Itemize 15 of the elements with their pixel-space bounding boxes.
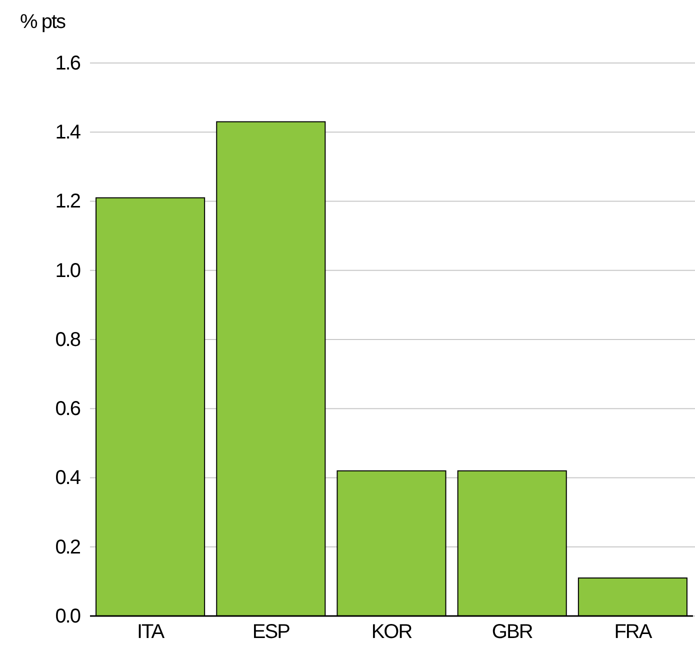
- y-tick-label: 0.6: [55, 398, 81, 420]
- y-tick-label: 1.2: [55, 190, 81, 213]
- y-tick-label: 0.2: [55, 536, 81, 558]
- y-axis-title: % pts: [20, 11, 66, 33]
- x-tick-label: KOR: [371, 621, 412, 644]
- y-tick-label: 0.0: [55, 605, 81, 628]
- x-tick-label: FRA: [614, 621, 653, 644]
- x-tick-label: GBR: [492, 621, 533, 644]
- x-tick-label: ITA: [136, 621, 166, 644]
- y-tick-label: 1.4: [55, 122, 81, 144]
- y-tick-label: 0.8: [55, 328, 81, 351]
- y-tick-label: 0.4: [55, 467, 81, 490]
- y-tick-label: 1.6: [55, 52, 81, 74]
- x-tick-label: ESP: [252, 621, 290, 644]
- y-tick-label: 1.0: [55, 260, 81, 282]
